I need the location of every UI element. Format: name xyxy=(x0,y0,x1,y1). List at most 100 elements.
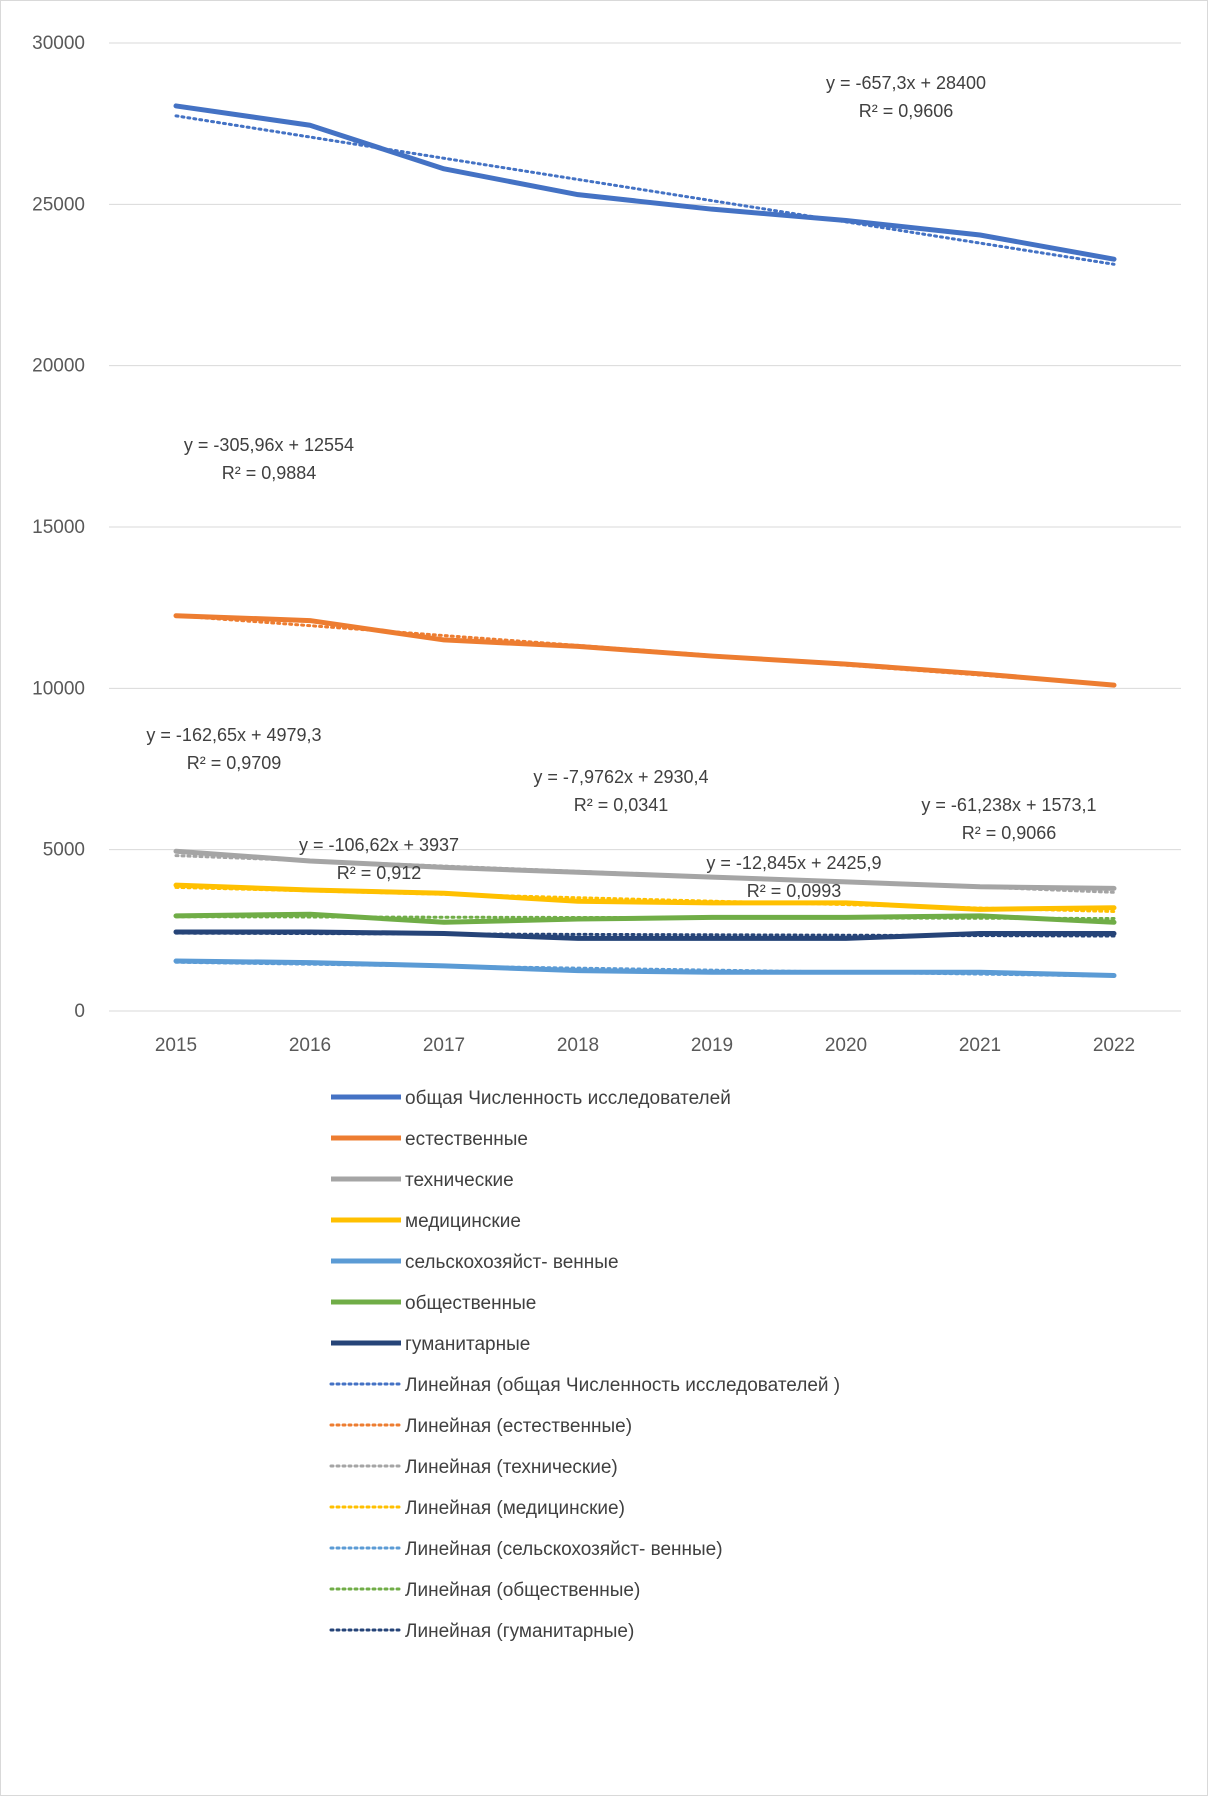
y-tick-label: 25000 xyxy=(32,194,85,215)
data-point xyxy=(844,936,848,940)
data-point xyxy=(710,875,714,879)
data-point xyxy=(710,207,714,211)
trendline-equation: y = -106,62x + 3937 xyxy=(299,835,459,855)
data-point xyxy=(1112,257,1116,261)
data-point xyxy=(1112,974,1116,978)
series-line-1 xyxy=(173,613,1117,688)
data-point xyxy=(844,880,848,884)
data-point xyxy=(978,907,982,911)
x-tick-label: 2019 xyxy=(691,1035,733,1056)
data-point xyxy=(1112,932,1116,936)
data-point xyxy=(174,930,178,934)
data-point xyxy=(710,654,714,658)
x-tick-label: 2015 xyxy=(155,1035,197,1056)
legend-label: естественные xyxy=(405,1129,528,1150)
trendline-equations: y = -657,3x + 28400 R² = 0,9606 y = -305,9… xyxy=(146,73,1096,901)
gridlines xyxy=(109,42,1181,1012)
trendline-equation: y = -7,9762x + 2930,4 xyxy=(533,767,708,787)
legend-label: гуманитарные xyxy=(405,1334,530,1355)
x-tick-label: 2017 xyxy=(423,1035,465,1056)
y-tick-label: 15000 xyxy=(32,517,85,538)
data-point xyxy=(174,914,178,918)
trendline-r2: R² = 0,0993 xyxy=(747,881,842,901)
trendline-r2: R² = 0,0341 xyxy=(574,795,669,815)
legend-label: Линейная (общественные) xyxy=(405,1580,640,1601)
data-point xyxy=(442,167,446,171)
data-point xyxy=(844,915,848,919)
x-tick-label: 2020 xyxy=(825,1035,867,1056)
data-point xyxy=(978,885,982,889)
data-point xyxy=(174,959,178,963)
data-point xyxy=(308,912,312,916)
data-point xyxy=(576,193,580,197)
series-line-4 xyxy=(173,958,1117,979)
trendline-r2: R² = 0,9606 xyxy=(859,101,954,121)
data-series xyxy=(173,103,1117,979)
x-tick-label: 2016 xyxy=(289,1035,331,1056)
trendline-r2: R² = 0,9884 xyxy=(222,463,317,483)
data-point xyxy=(978,914,982,918)
data-point xyxy=(710,936,714,940)
data-point xyxy=(844,218,848,222)
data-point xyxy=(308,961,312,965)
data-point xyxy=(844,970,848,974)
y-tick-label: 0 xyxy=(74,1001,85,1022)
data-point xyxy=(710,915,714,919)
y-tick-label: 5000 xyxy=(43,840,85,861)
y-tick-label: 10000 xyxy=(32,678,85,699)
x-axis: 2015 2016 2017 2018 2019 2020 2021 2022 xyxy=(155,1035,1135,1056)
data-point xyxy=(174,883,178,887)
trendline-0 xyxy=(174,114,1116,266)
series-line-5 xyxy=(173,911,1117,925)
legend-label: Линейная (естественные) xyxy=(405,1416,632,1437)
legend-label: Линейная (медицинские) xyxy=(405,1498,625,1519)
series-line-0 xyxy=(173,103,1117,262)
data-point xyxy=(442,932,446,936)
trendline-r2: R² = 0,9066 xyxy=(962,823,1057,843)
series-line-3 xyxy=(173,882,1117,912)
y-tick-label: 30000 xyxy=(32,33,85,54)
data-point xyxy=(174,614,178,618)
data-point xyxy=(442,638,446,642)
data-point xyxy=(1112,886,1116,890)
x-tick-label: 2021 xyxy=(959,1035,1001,1056)
data-point xyxy=(576,644,580,648)
data-point xyxy=(442,964,446,968)
legend-label: технические xyxy=(405,1170,514,1191)
x-tick-label: 2022 xyxy=(1093,1035,1135,1056)
legend-label: Линейная (сельскохозяйст- венные) xyxy=(405,1539,723,1560)
data-point xyxy=(576,899,580,903)
data-point xyxy=(442,920,446,924)
data-point xyxy=(844,901,848,905)
trendline-equation: y = -162,65x + 4979,3 xyxy=(146,725,321,745)
data-point xyxy=(442,891,446,895)
data-point xyxy=(308,859,312,863)
data-point xyxy=(1112,683,1116,687)
data-point xyxy=(308,619,312,623)
legend-label: общественные xyxy=(405,1293,536,1314)
series-line-2 xyxy=(173,848,1117,891)
y-tick-label: 20000 xyxy=(32,356,85,377)
data-point xyxy=(710,970,714,974)
legend-label: общая Численность исследователей xyxy=(405,1088,731,1109)
trendline-equation: y = -305,96x + 12554 xyxy=(184,435,354,455)
legend-label: Линейная (технические) xyxy=(405,1457,618,1478)
data-point xyxy=(576,917,580,921)
data-point xyxy=(978,672,982,676)
data-point xyxy=(576,936,580,940)
data-point xyxy=(1112,920,1116,924)
y-axis: 0 5000 10000 15000 20000 25000 30000 xyxy=(32,33,85,1022)
trendline-r2: R² = 0,912 xyxy=(337,863,422,883)
data-point xyxy=(308,930,312,934)
trendline-equation: y = -61,238x + 1573,1 xyxy=(921,795,1096,815)
data-point xyxy=(174,849,178,853)
data-point xyxy=(978,932,982,936)
data-point xyxy=(442,865,446,869)
trendline-r2: R² = 0,9709 xyxy=(187,753,282,773)
legend-label: Линейная (общая Численность исследовател… xyxy=(405,1375,840,1396)
data-point xyxy=(978,970,982,974)
legend-label: Линейная (гуманитарные) xyxy=(405,1621,634,1642)
trendline-equation: y = -12,845x + 2425,9 xyxy=(706,853,881,873)
